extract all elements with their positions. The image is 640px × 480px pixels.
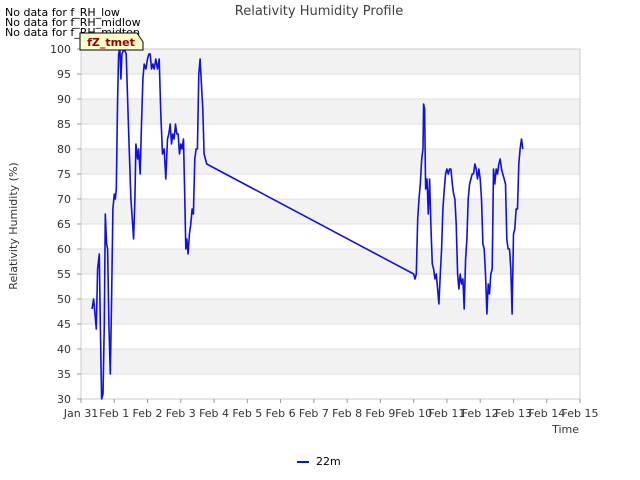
y-tick-label: 75: [57, 168, 71, 181]
x-tick-label: Feb 14: [528, 407, 565, 420]
x-tick-label: Feb 12: [462, 407, 499, 420]
y-axis-ticks: 30 35 40 45 50 55 60 65 70 75 80 85 90 95 100: [50, 43, 81, 406]
series-group: [91, 48, 524, 400]
x-tick-label: Feb 8: [332, 407, 362, 420]
y-tick-label: 60: [57, 243, 71, 256]
plot-band: [81, 49, 580, 74]
x-tick-label: Jan 31: [63, 407, 98, 420]
plot-band: [81, 299, 580, 324]
x-tick-label: Feb 3: [166, 407, 196, 420]
y-tick-label: 100: [50, 43, 71, 56]
no-data-note-low: No data for f_RH_low: [5, 6, 120, 19]
x-tick-label: Feb 2: [133, 407, 163, 420]
series-line-22m: [91, 48, 524, 400]
plot-band: [81, 199, 580, 224]
y-tick-label: 35: [57, 368, 71, 381]
plot-band: [81, 149, 580, 174]
chart-title: Relativity Humidity Profile: [235, 4, 403, 19]
x-tick-label: Feb 7: [299, 407, 329, 420]
legend-label: 22m: [316, 455, 341, 468]
y-tick-label: 45: [57, 318, 71, 331]
x-tick-label: Feb 9: [365, 407, 395, 420]
no-data-notes: No data for f_RH_low No data for f_RH_mi…: [5, 6, 141, 39]
no-data-note-midtop: No data for f_RH_midtop: [5, 26, 140, 39]
plot-bands: [81, 49, 580, 374]
x-tick-label: Feb 6: [266, 407, 296, 420]
x-tick-label: Feb 15: [562, 407, 599, 420]
no-data-note-midlow: No data for f_RH_midlow: [5, 16, 141, 29]
x-tick-label: Feb 13: [495, 407, 532, 420]
x-axis-label: Time: [551, 423, 579, 436]
plot-band: [81, 249, 580, 274]
y-tick-label: 50: [57, 293, 71, 306]
y-tick-label: 90: [57, 93, 71, 106]
y-tick-label: 55: [57, 268, 71, 281]
x-tick-label: Feb 5: [232, 407, 262, 420]
plot-band: [81, 349, 580, 374]
y-tick-label: 80: [57, 143, 71, 156]
x-tick-label: Feb 11: [428, 407, 465, 420]
badge-label: fZ_tmet: [87, 36, 135, 49]
y-tick-label: 95: [57, 68, 71, 81]
y-axis-label: Relativity Humidity (%): [7, 162, 20, 289]
plot-band: [81, 99, 580, 124]
legend[interactable]: 22m: [297, 455, 341, 468]
x-tick-label: Feb 1: [99, 407, 129, 420]
y-tick-label: 70: [57, 193, 71, 206]
x-tick-label: Feb 10: [395, 407, 432, 420]
y-tick-label: 65: [57, 218, 71, 231]
badge-box: [79, 32, 144, 51]
y-tick-label: 40: [57, 343, 71, 356]
fz-tmet-badge: fZ_tmet: [79, 32, 144, 51]
x-tick-label: Feb 4: [199, 407, 229, 420]
x-axis-ticks: Jan 31 Feb 1 Feb 2 Feb 3 Feb 4 Feb 5 Feb 6 Feb …: [63, 399, 599, 420]
y-tick-label: 85: [57, 118, 71, 131]
y-tick-label: 30: [57, 393, 71, 406]
